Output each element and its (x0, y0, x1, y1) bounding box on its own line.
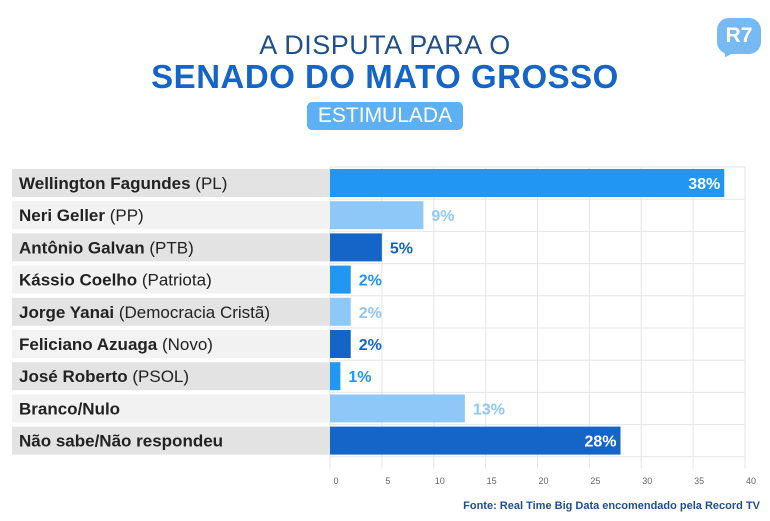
value-label: 28% (584, 434, 616, 451)
title-line-2: SENADO DO MATO GROSSO (151, 58, 619, 95)
category-party: (Novo) (157, 335, 213, 354)
category-name: Antônio Galvan (19, 238, 145, 257)
bar (330, 362, 341, 391)
category-name: Branco/Nulo (19, 399, 120, 418)
x-tick-label: 10 (435, 476, 445, 486)
x-tick-label: 0 (333, 476, 338, 486)
category-name: Jorge Yanai (19, 303, 114, 322)
category-name: Não sabe/Não respondeu (19, 432, 223, 451)
row-label-background (12, 297, 330, 326)
x-tick-label: 35 (694, 476, 704, 486)
row-label-background (12, 169, 330, 197)
category-name: Neri Geller (19, 206, 105, 225)
bar (330, 394, 465, 423)
value-label: 13% (473, 401, 505, 418)
value-label: 38% (688, 176, 720, 193)
row-label-background (12, 201, 330, 230)
bar (330, 297, 351, 326)
bar (330, 201, 424, 230)
bar (330, 426, 621, 455)
title-line-1: A DISPUTA PARA O (259, 30, 511, 60)
bar (330, 265, 351, 294)
category-party: (Democracia Cristã) (114, 303, 270, 322)
category-label: Não sabe/Não respondeu (19, 432, 223, 451)
x-tick-label: 30 (642, 476, 652, 486)
row-label-background (12, 362, 330, 391)
x-tick-label: 25 (590, 476, 600, 486)
row-label-background (12, 330, 330, 358)
category-name: José Roberto (19, 367, 128, 386)
category-name: Kássio Coelho (19, 271, 137, 290)
category-label: José Roberto (PSOL) (19, 367, 189, 386)
category-label: Branco/Nulo (19, 399, 120, 418)
x-tick-label: 15 (487, 476, 497, 486)
value-label: 2% (359, 273, 382, 290)
value-label: 9% (431, 208, 454, 225)
category-party: (PP) (105, 206, 144, 225)
value-label: 2% (359, 305, 382, 322)
x-tick-label: 20 (538, 476, 548, 486)
category-label: Antônio Galvan (PTB) (19, 238, 194, 257)
row-label-background (12, 265, 330, 294)
source-note: Fonte: Real Time Big Data encomendado pe… (463, 500, 760, 512)
category-party: (PTB) (145, 238, 194, 257)
bar (330, 169, 725, 197)
bar (330, 330, 351, 358)
r7-logo: R7 (717, 18, 761, 54)
row-label-background (12, 426, 330, 455)
row-label-background (12, 394, 330, 423)
x-tick-label: 40 (746, 476, 756, 486)
category-label: Jorge Yanai (Democracia Cristã) (19, 303, 270, 322)
category-name: Feliciano Azuaga (19, 335, 158, 354)
x-tick-label: 5 (385, 476, 390, 486)
category-label: Neri Geller (PP) (19, 206, 144, 225)
category-label: Feliciano Azuaga (Novo) (19, 335, 213, 354)
subtitle-badge: ESTIMULADA (307, 102, 463, 130)
value-label: 5% (390, 240, 413, 257)
value-label: 2% (359, 337, 382, 354)
value-label: 1% (348, 369, 371, 386)
category-label: Wellington Fagundes (PL) (19, 174, 227, 193)
category-party: (Patriota) (137, 271, 212, 290)
category-party: (PSOL) (128, 367, 189, 386)
category-label: Kássio Coelho (Patriota) (19, 271, 212, 290)
category-party: (PL) (191, 174, 228, 193)
bar (330, 233, 382, 262)
category-name: Wellington Fagundes (19, 174, 191, 193)
row-label-background (12, 233, 330, 262)
